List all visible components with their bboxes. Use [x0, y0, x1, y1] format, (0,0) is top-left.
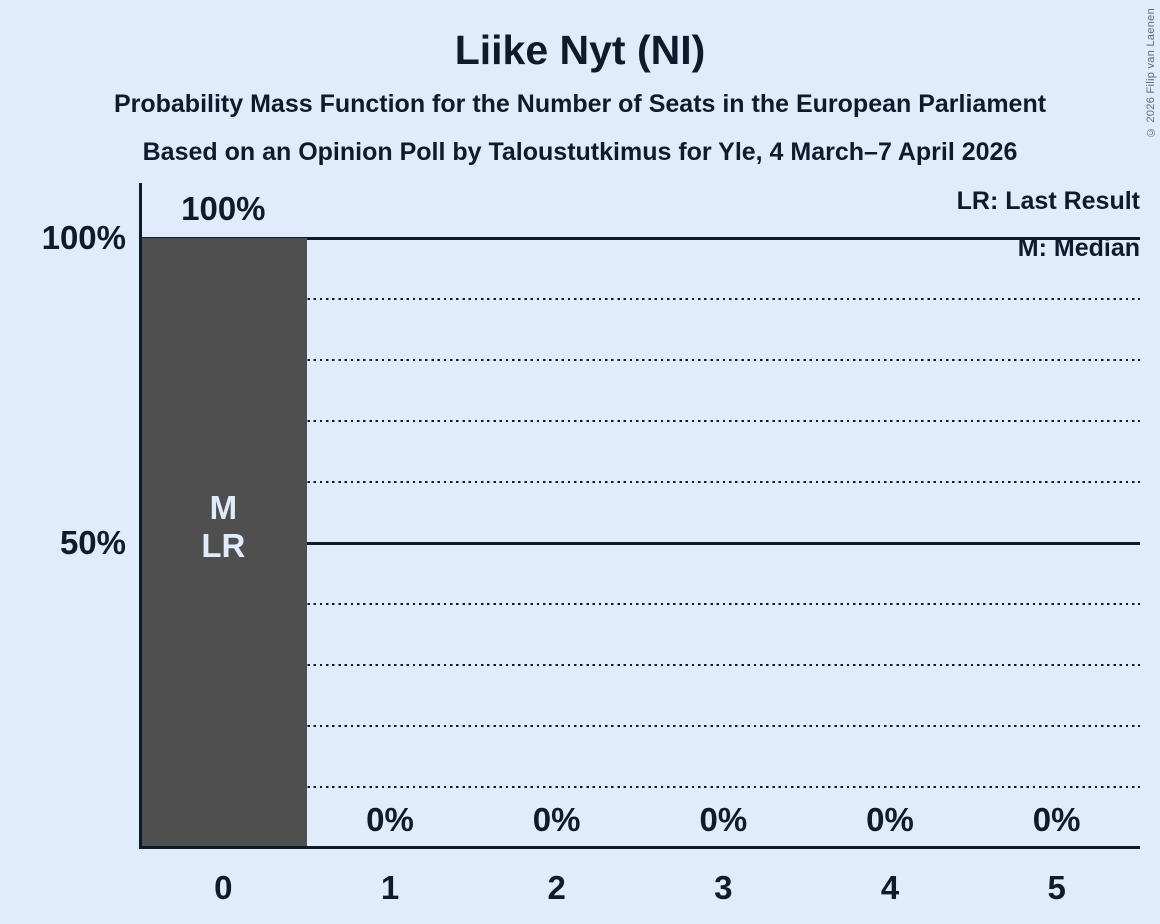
y-axis-tick-label-100: 100% [41, 219, 126, 256]
bar-value-label-4: 0% [866, 801, 914, 838]
x-axis-tick-label-0: 0 [214, 869, 233, 906]
bar-value-label-0: 100% [181, 190, 266, 227]
legend-last-result: LR: Last Result [956, 187, 1140, 215]
chart-subtitle-line2: Based on an Opinion Poll by Taloustutkim… [142, 138, 1018, 166]
legend-median: M: Median [1017, 234, 1140, 262]
gridline-dotted-90 [140, 297, 1140, 301]
x-axis-tick-label-2: 2 [547, 869, 566, 906]
gridline-dotted-20 [140, 724, 1140, 728]
y-axis-tick-label-50: 50% [59, 524, 126, 561]
bar-seats-0 [140, 238, 307, 848]
copyright-notice: © 2026 Filip van Laenen [1145, 8, 1157, 139]
x-axis-tick-label-4: 4 [880, 869, 900, 906]
bar-annotation-median-last-result: M LR [143, 489, 303, 565]
x-axis-tick-label-5: 5 [1047, 869, 1066, 906]
y-axis-line [139, 183, 142, 849]
chart-subtitle-line1: Probability Mass Function for the Number… [113, 90, 1047, 118]
gridline-dotted-30 [140, 663, 1140, 667]
bar-value-label-3: 0% [699, 801, 748, 838]
gridline-dotted-40 [140, 602, 1140, 606]
gridline-dotted-60 [140, 480, 1140, 484]
gridline-dotted-10 [140, 785, 1140, 789]
bar-annotation-line: M [209, 489, 238, 526]
x-axis-tick-label-3: 3 [714, 869, 733, 906]
x-axis-tick-label-1: 1 [380, 869, 400, 906]
bar-value-label-2: 0% [532, 801, 581, 838]
bar-value-label-1: 0% [366, 801, 414, 838]
x-axis-line [139, 846, 1140, 849]
gridline-dotted-70 [140, 419, 1140, 423]
bar-annotation-line: LR [201, 527, 246, 564]
gridline-solid-100 [140, 236, 1140, 240]
bar-value-label-5: 0% [1032, 801, 1081, 838]
gridline-dotted-80 [140, 358, 1140, 362]
chart-title: Liike Nyt (NI) [454, 27, 706, 73]
gridline-solid-50 [140, 541, 1140, 545]
